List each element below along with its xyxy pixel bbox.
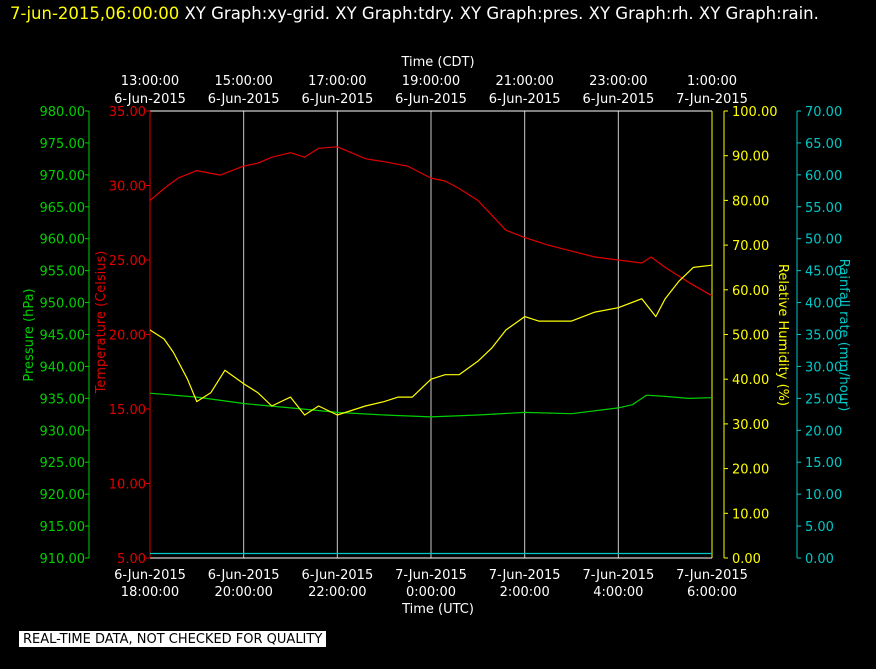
humidity-tick-label: 100.00	[732, 105, 778, 120]
x-top-tick-date: 7-Jun-2015	[676, 92, 748, 107]
pressure-tick-label: 970.00	[40, 169, 86, 184]
pressure-tick-label: 960.00	[40, 233, 86, 248]
temperature-tick-label: 15.00	[109, 403, 146, 418]
humidity-tick-label: 90.00	[732, 150, 769, 165]
quality-note: REAL-TIME DATA, NOT CHECKED FOR QUALITY	[19, 631, 327, 647]
x-top-tick-date: 6-Jun-2015	[208, 92, 280, 107]
humidity-tick-label: 10.00	[732, 507, 769, 522]
x-bottom-tick-time: 0:00:00	[406, 585, 456, 600]
humidity-tick-label: 20.00	[732, 463, 769, 478]
x-top-tick-time: 17:00:00	[308, 74, 366, 89]
series-line-tdry	[149, 146, 713, 297]
rain-tick-label: 50.00	[805, 233, 842, 248]
rain-tick-label: 20.00	[805, 424, 842, 439]
x-bottom-tick-date: 6-Jun-2015	[114, 568, 186, 583]
x-bottom-tick-date: 7-Jun-2015	[395, 568, 467, 583]
pressure-tick-label: 955.00	[40, 265, 86, 280]
pressure-tick-label: 945.00	[40, 329, 86, 344]
graph-header: 7-jun-2015,06:00:00 XY Graph:xy-grid. XY…	[10, 4, 819, 23]
rain-tick-label: 45.00	[805, 265, 842, 280]
x-top-tick-date: 6-Jun-2015	[301, 92, 373, 107]
rain-tick-label: 60.00	[805, 169, 842, 184]
x-top-label: Time (CDT)	[400, 55, 474, 70]
temperature-tick-label: 5.00	[117, 552, 146, 567]
series-line-rh	[149, 264, 713, 416]
x-top-tick-date: 6-Jun-2015	[582, 92, 654, 107]
x-bottom-label: Time (UTC)	[401, 602, 474, 617]
x-top-tick-time: 15:00:00	[214, 74, 272, 89]
humidity-tick-label: 40.00	[732, 373, 769, 388]
humidity-tick-label: 60.00	[732, 284, 769, 299]
temperature-tick-label: 10.00	[109, 478, 146, 493]
rain-tick-label: 5.00	[805, 520, 834, 535]
axes: 13:00:00 6-Jun-2015 15:00:00 6-Jun-2015 17:0…	[40, 74, 843, 600]
x-top-tick-time: 21:00:00	[495, 74, 553, 89]
rain-tick-label: 25.00	[805, 392, 842, 407]
x-bottom-tick-date: 7-Jun-2015	[676, 568, 748, 583]
temperature-tick-label: 20.00	[109, 329, 146, 344]
x-bottom-tick-time: 6:00:00	[687, 585, 737, 600]
x-top-tick-date: 6-Jun-2015	[114, 92, 186, 107]
rain-tick-label: 55.00	[805, 201, 842, 216]
x-bottom-tick-date: 6-Jun-2015	[208, 568, 280, 583]
rain-tick-label: 35.00	[805, 329, 842, 344]
pressure-tick-label: 940.00	[40, 360, 86, 375]
x-bottom-tick-time: 22:00:00	[308, 585, 366, 600]
rain-tick-label: 10.00	[805, 488, 842, 503]
rain-tick-label: 40.00	[805, 297, 842, 312]
humidity-tick-label: 30.00	[732, 418, 769, 433]
x-top-tick-date: 6-Jun-2015	[489, 92, 561, 107]
series-lines	[149, 146, 713, 555]
humidity-tick-label: 70.00	[732, 239, 769, 254]
x-bottom-tick-date: 7-Jun-2015	[489, 568, 561, 583]
pressure-tick-label: 975.00	[40, 137, 86, 152]
temperature-tick-label: 35.00	[109, 105, 146, 120]
x-top-tick-time: 19:00:00	[402, 74, 460, 89]
humidity-tick-label: 80.00	[732, 194, 769, 209]
x-top-tick-time: 13:00:00	[121, 74, 179, 89]
rain-tick-label: 30.00	[805, 360, 842, 375]
pressure-tick-label: 980.00	[40, 105, 86, 120]
x-bottom-tick-time: 18:00:00	[121, 585, 179, 600]
pressure-tick-label: 935.00	[40, 392, 86, 407]
x-bottom-tick-time: 20:00:00	[214, 585, 272, 600]
temperature-axis-label: Temperature (Celsius)	[94, 251, 109, 395]
temperature-tick-label: 25.00	[109, 254, 146, 269]
pressure-tick-label: 910.00	[40, 552, 86, 567]
pressure-tick-label: 965.00	[40, 201, 86, 216]
rain-tick-label: 70.00	[805, 105, 842, 120]
humidity-tick-label: 50.00	[732, 329, 769, 344]
pressure-tick-label: 915.00	[40, 520, 86, 535]
x-top-tick-date: 6-Jun-2015	[395, 92, 467, 107]
pressure-axis-label: Pressure (hPa)	[22, 288, 37, 381]
timestamp: 7-jun-2015,06:00:00	[10, 4, 180, 23]
rain-tick-label: 0.00	[805, 552, 834, 567]
x-bottom-tick-time: 4:00:00	[593, 585, 643, 600]
series-line-pres	[149, 392, 713, 418]
grid-lines	[243, 111, 619, 558]
humidity-axis-label: Relative Humidity (%)	[775, 264, 790, 406]
rain-tick-label: 65.00	[805, 137, 842, 152]
humidity-tick-label: 0.00	[732, 552, 761, 567]
x-bottom-tick-date: 7-Jun-2015	[582, 568, 654, 583]
x-top-tick-time: 23:00:00	[589, 74, 647, 89]
x-bottom-tick-time: 2:00:00	[500, 585, 550, 600]
x-top-tick-time: 1:00:00	[687, 74, 737, 89]
temperature-tick-label: 30.00	[109, 180, 146, 195]
pressure-tick-label: 950.00	[40, 297, 86, 312]
rain-axis-label: Rainfall rate (mm/hour)	[836, 259, 851, 412]
pressure-tick-label: 925.00	[40, 456, 86, 471]
pressure-tick-label: 930.00	[40, 424, 86, 439]
rain-tick-label: 15.00	[805, 456, 842, 471]
graph-titles: XY Graph:xy-grid. XY Graph:tdry. XY Grap…	[184, 4, 819, 23]
x-bottom-tick-date: 6-Jun-2015	[301, 568, 373, 583]
pressure-tick-label: 920.00	[40, 488, 86, 503]
